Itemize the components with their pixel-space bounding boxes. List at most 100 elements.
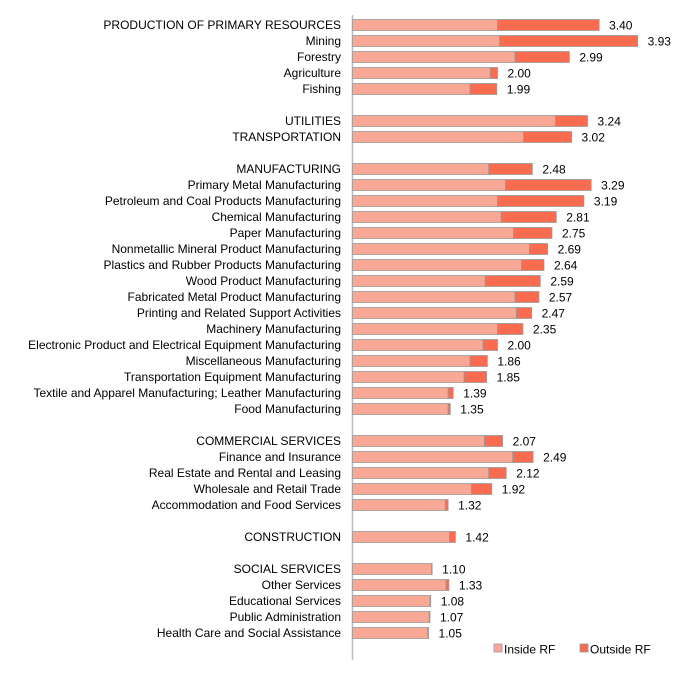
bar-inside-rf: [351, 579, 447, 591]
category-label: Printing and Related Support Activities: [137, 306, 341, 320]
bar-inside-rf: [351, 627, 429, 639]
bar-inside-rf: [351, 243, 530, 255]
data-label: 1.07: [440, 611, 464, 625]
bars: PRODUCTION OF PRIMARY RESOURCES 3.40 Minin…: [28, 18, 671, 641]
bar-outside-rf: [488, 163, 533, 175]
bar-outside-rf: [523, 131, 572, 143]
bar-inside-rf: [351, 611, 430, 623]
category-label: Food Manufacturing: [234, 402, 341, 416]
bar-outside-rf: [514, 51, 570, 63]
bar-outside-rf: [431, 563, 433, 575]
category-label: Forestry: [297, 50, 341, 64]
bar-inside-rf: [351, 339, 484, 351]
category-label: MANUFACTURING: [236, 162, 341, 176]
data-label: 1.92: [502, 483, 526, 497]
bar-inside-rf: [351, 387, 449, 399]
data-label: 1.35: [460, 403, 484, 417]
data-label: 2.57: [549, 291, 573, 305]
bar-inside-rf: [351, 275, 486, 287]
category-label: CONSTRUCTION: [244, 530, 341, 544]
bar-inside-rf: [351, 595, 431, 607]
bar-inside-rf: [351, 499, 446, 511]
data-label: 2.81: [566, 211, 590, 225]
category-label: Primary Metal Manufacturing: [188, 178, 341, 192]
data-label: 2.00: [508, 339, 532, 353]
bar-outside-rf: [449, 531, 456, 543]
category-label: COMMERCIAL SERVICES: [196, 434, 341, 448]
legend-label-inside: Inside RF: [504, 643, 555, 657]
bar-outside-rf: [470, 483, 493, 495]
data-label: 2.47: [542, 307, 566, 321]
bar-outside-rf: [488, 467, 507, 479]
bar-inside-rf: [351, 451, 514, 463]
bar-outside-rf: [445, 579, 450, 591]
category-label: Finance and Insurance: [219, 450, 341, 464]
data-label: 3.02: [582, 131, 606, 145]
data-label: 3.93: [648, 35, 672, 49]
bar-inside-rf: [351, 211, 502, 223]
data-label: 1.10: [442, 563, 466, 577]
bar-outside-rf: [529, 243, 548, 255]
bar-inside-rf: [351, 355, 471, 367]
data-label: 1.86: [497, 355, 521, 369]
bar-outside-rf: [482, 339, 498, 351]
bar-outside-rf: [555, 115, 588, 127]
category-label: SOCIAL SERVICES: [234, 562, 341, 576]
bar-inside-rf: [351, 467, 490, 479]
data-label: 2.59: [550, 275, 574, 289]
category-label: Fabricated Metal Product Manufacturing: [128, 290, 341, 304]
bar-outside-rf: [513, 227, 553, 239]
category-label: Machinery Manufacturing: [206, 322, 341, 336]
bar-inside-rf: [351, 35, 501, 47]
data-label: 1.05: [439, 627, 463, 641]
bar-inside-rf: [351, 563, 432, 575]
category-label: Wood Product Manufacturing: [186, 274, 341, 288]
category-label: Agriculture: [284, 66, 342, 80]
data-label: 3.29: [601, 179, 625, 193]
category-label: Textile and Apparel Manufacturing; Leath…: [33, 386, 341, 400]
bar-outside-rf: [515, 307, 533, 319]
category-label: Health Care and Social Assistance: [157, 626, 341, 640]
data-label: 1.32: [458, 499, 482, 513]
category-label: Educational Services: [229, 594, 341, 608]
data-label: 2.00: [508, 67, 532, 81]
bar-outside-rf: [497, 195, 585, 207]
data-label: 1.08: [441, 595, 465, 609]
category-label: Paper Manufacturing: [230, 226, 341, 240]
data-label: 2.69: [558, 243, 582, 257]
category-label: Plastics and Rubber Products Manufacturi…: [104, 258, 341, 272]
legend: Inside RF Outside RF: [493, 643, 651, 657]
category-label: Fishing: [302, 82, 341, 96]
category-label: Public Administration: [230, 610, 341, 624]
category-label: PRODUCTION OF PRIMARY RESOURCES: [103, 18, 341, 32]
bar-outside-rf: [521, 259, 545, 271]
category-label: Electronic Product and Electrical Equipm…: [28, 338, 341, 352]
bar-outside-rf: [514, 291, 540, 303]
bar-inside-rf: [351, 51, 516, 63]
bar-outside-rf: [512, 451, 534, 463]
bar-outside-rf: [463, 371, 488, 383]
bar-inside-rf: [351, 179, 506, 191]
category-label: Nonmetallic Mineral Product Manufacturin…: [112, 242, 341, 256]
category-label: Chemical Manufacturing: [212, 210, 341, 224]
bar-outside-rf: [469, 83, 498, 95]
bar-inside-rf: [351, 531, 450, 543]
data-label: 1.33: [459, 579, 483, 593]
bar-outside-rf: [484, 275, 541, 287]
bar-outside-rf: [489, 67, 498, 79]
category-label: TRANSPORTATION: [232, 130, 341, 144]
category-label: Real Estate and Rental and Leasing: [149, 466, 341, 480]
bar-inside-rf: [351, 323, 498, 335]
legend-swatch-inside: [493, 643, 503, 653]
bar-inside-rf: [351, 163, 490, 175]
data-label: 2.75: [562, 227, 586, 241]
bar-outside-rf: [447, 403, 451, 415]
data-label: 2.07: [513, 435, 537, 449]
bar-inside-rf: [351, 131, 525, 143]
data-label: 2.35: [533, 323, 557, 337]
bar-outside-rf: [497, 323, 524, 335]
bar-inside-rf: [351, 307, 517, 319]
data-label: 2.64: [554, 259, 578, 273]
bar-outside-rf: [447, 387, 454, 399]
bar-inside-rf: [351, 403, 449, 415]
